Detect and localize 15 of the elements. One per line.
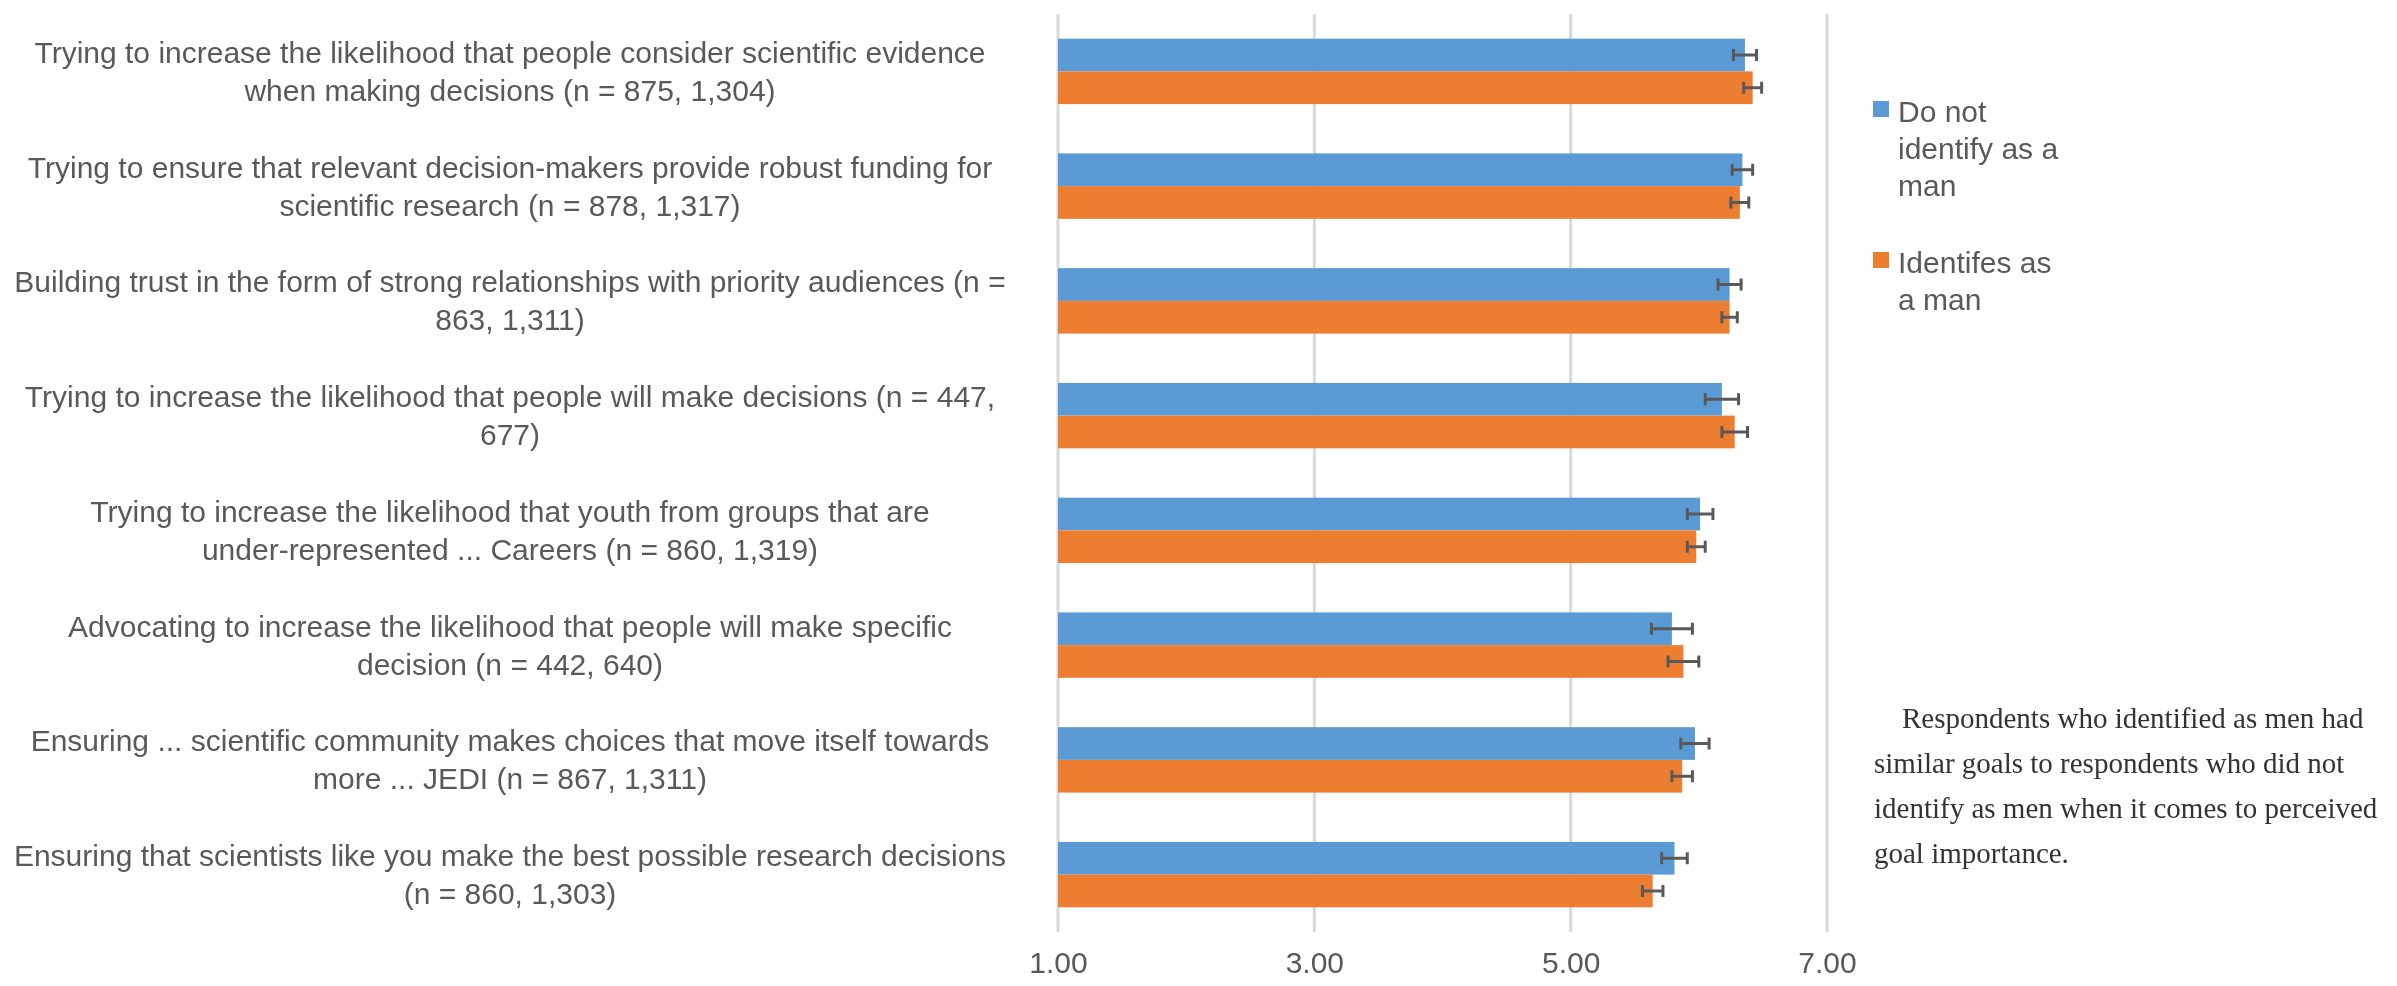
x-tick-label: 7.00 bbox=[1798, 946, 1857, 980]
y-tick-label: Trying to increase the likelihood that people will make decisions (n = 447, 677) bbox=[24, 380, 996, 452]
y-tick-label: Ensuring ... scientific community makes choices that move itself towards more ... JEDI (n = 867, 1,311) bbox=[30, 724, 990, 796]
x-tick-label: 5.00 bbox=[1541, 946, 1601, 980]
legend-label: Do not identify as a man bbox=[1898, 95, 2059, 202]
y-tick-label: Trying to ensure that relevant decision-makers provide robust funding for scientific research (n = 878, 1,317) bbox=[27, 150, 993, 222]
x-tick-label: 3.00 bbox=[1285, 946, 1345, 980]
y-tick-label: Trying to increase the likelihood that people consider scientific evidence when making decisions (n = 875, 1,304) bbox=[34, 35, 986, 107]
y-tick-label: Ensuring that scientists like you make the best possible research decisions (n = 860, 1,303) bbox=[13, 839, 1007, 911]
legend-label: Identifes as a man bbox=[1898, 246, 2052, 316]
text: Respondents who identified as men had similar goals to respondents who did not identify as men when it comes to perceived goal importance. bbox=[1874, 702, 2378, 869]
y-tick-label: Trying to increase the likelihood that youth from groups that are under-represented ... Careers (n = 860, 1,319) bbox=[90, 494, 930, 566]
y-tick-label: Advocating to increase the likelihood that people will make specific decision (n = 442, 640) bbox=[68, 609, 952, 681]
x-tick-label: 1.00 bbox=[1029, 946, 1088, 980]
y-tick-label: Building trust in the form of strong relationships with priority audiences (n = 863, 1,311) bbox=[14, 265, 1006, 337]
